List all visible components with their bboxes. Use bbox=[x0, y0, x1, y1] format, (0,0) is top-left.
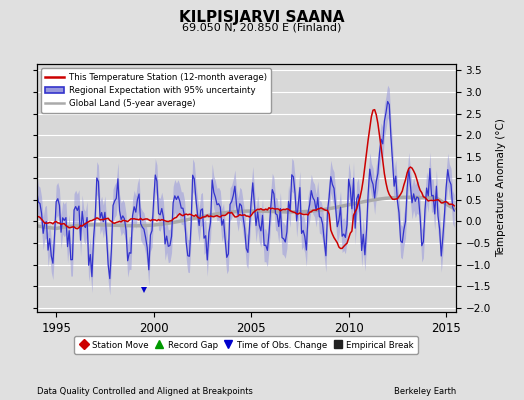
Legend: Station Move, Record Gap, Time of Obs. Change, Empirical Break: Station Move, Record Gap, Time of Obs. C… bbox=[74, 336, 418, 354]
Text: KILPISJARVI SAANA: KILPISJARVI SAANA bbox=[179, 10, 345, 25]
Text: Berkeley Earth: Berkeley Earth bbox=[394, 387, 456, 396]
Text: Data Quality Controlled and Aligned at Breakpoints: Data Quality Controlled and Aligned at B… bbox=[37, 387, 253, 396]
Text: 69.050 N, 20.850 E (Finland): 69.050 N, 20.850 E (Finland) bbox=[182, 22, 342, 32]
Legend: This Temperature Station (12-month average), Regional Expectation with 95% uncer: This Temperature Station (12-month avera… bbox=[41, 68, 271, 112]
Y-axis label: Temperature Anomaly (°C): Temperature Anomaly (°C) bbox=[497, 118, 507, 258]
